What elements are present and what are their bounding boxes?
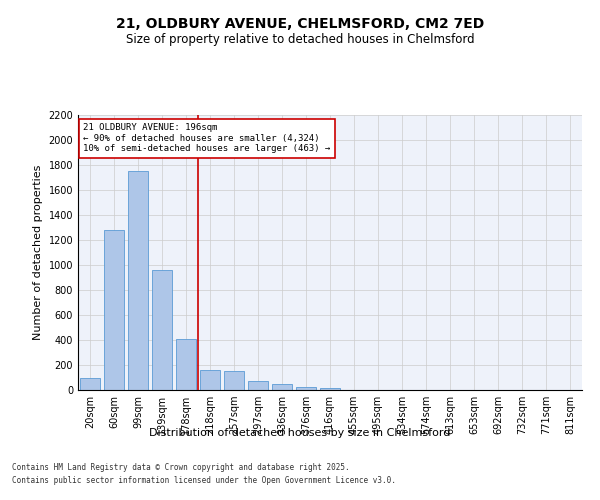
Text: 21, OLDBURY AVENUE, CHELMSFORD, CM2 7ED: 21, OLDBURY AVENUE, CHELMSFORD, CM2 7ED (116, 18, 484, 32)
Text: Size of property relative to detached houses in Chelmsford: Size of property relative to detached ho… (125, 32, 475, 46)
Bar (248, 380, 268, 390)
Bar (128, 171, 148, 390)
Bar (200, 370, 220, 390)
Bar (296, 387, 316, 390)
Bar (104, 230, 124, 390)
Text: Distribution of detached houses by size in Chelmsford: Distribution of detached houses by size … (149, 428, 451, 438)
Bar (272, 384, 292, 390)
Text: Contains HM Land Registry data © Crown copyright and database right 2025.: Contains HM Land Registry data © Crown c… (12, 462, 350, 471)
Y-axis label: Number of detached properties: Number of detached properties (33, 165, 43, 340)
Bar (152, 270, 172, 390)
Bar (80, 378, 100, 390)
Bar (176, 339, 196, 390)
Text: 21 OLDBURY AVENUE: 196sqm
← 90% of detached houses are smaller (4,324)
10% of se: 21 OLDBURY AVENUE: 196sqm ← 90% of detac… (83, 123, 330, 153)
Text: Contains public sector information licensed under the Open Government Licence v3: Contains public sector information licen… (12, 476, 396, 485)
Bar (320, 388, 340, 390)
Bar (224, 370, 244, 390)
